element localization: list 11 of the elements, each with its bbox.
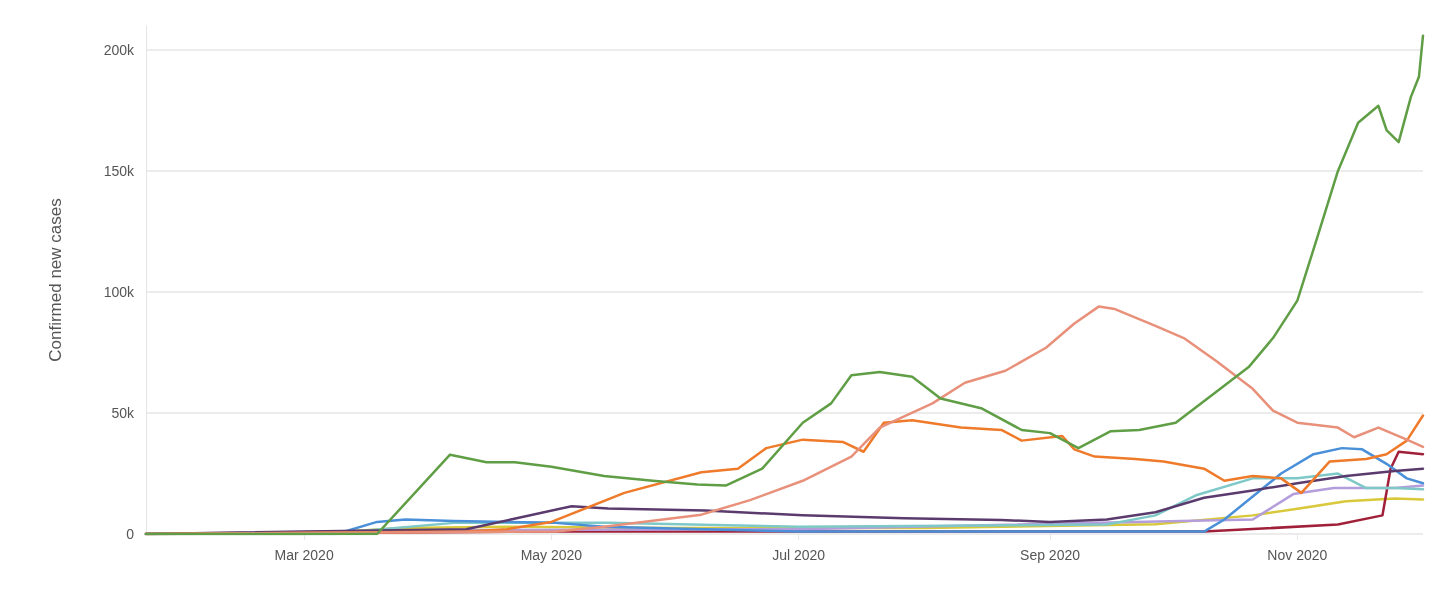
- y-axis-title: Confirmed new cases: [46, 198, 65, 362]
- x-tick-label: Jul 2020: [772, 547, 826, 563]
- y-tick-label: 0: [126, 526, 135, 542]
- x-tick-label: May 2020: [520, 547, 583, 563]
- x-tick-label: Mar 2020: [274, 547, 334, 563]
- x-tick-label: Sep 2020: [1020, 547, 1081, 563]
- y-tick-label: 150k: [103, 163, 135, 180]
- x-tick-label: Nov 2020: [1267, 547, 1328, 563]
- y-tick-label: 100k: [103, 284, 135, 301]
- y-tick-label: 200k: [103, 42, 135, 59]
- y-tick-label: 50k: [111, 405, 135, 422]
